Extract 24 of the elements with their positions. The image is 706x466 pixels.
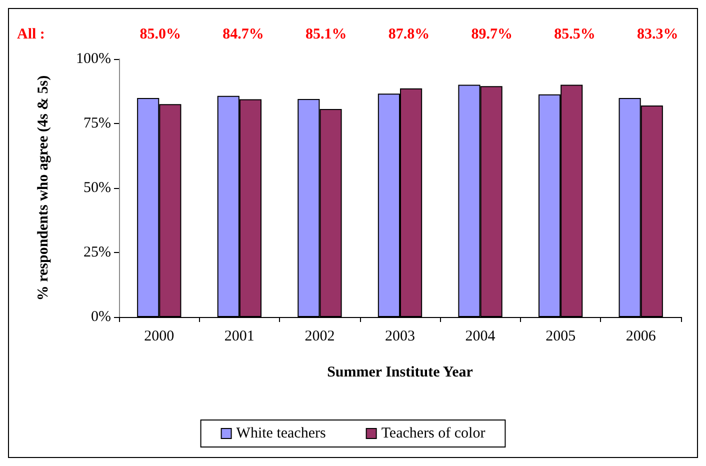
y-tick-label: 75%	[84, 116, 111, 132]
text: 85.5%	[554, 26, 596, 42]
x-tick-label: 2006	[626, 328, 656, 344]
y-tick-label: 50%	[84, 180, 111, 196]
text: 83.3%	[636, 26, 678, 42]
text: 85.1%	[306, 26, 347, 42]
x-tick-label: 2005	[546, 328, 576, 344]
y-tick-label: 25%	[84, 244, 111, 260]
x-tick-label: 2000	[144, 328, 174, 344]
legend-label: White teachers	[236, 426, 326, 442]
y-tick-label: 0%	[91, 309, 111, 325]
text: 87.8%	[388, 26, 430, 42]
y-tick-label: 100%	[76, 51, 111, 67]
x-tick-label: 2001	[224, 328, 254, 344]
text: All :	[17, 26, 45, 42]
x-tick-label: 2004	[465, 328, 496, 344]
text: 89.7%	[471, 26, 512, 42]
x-axis-title: Summer Institute Year	[327, 364, 474, 380]
x-tick-label: 2003	[385, 328, 415, 344]
text: 84.7%	[222, 26, 264, 42]
legend-label: Teachers of color	[381, 426, 486, 442]
y-axis-title: % respondents who agree (4s & 5s)	[36, 75, 52, 301]
x-tick-label: 2002	[304, 328, 335, 344]
text: 85.0%	[140, 26, 182, 42]
